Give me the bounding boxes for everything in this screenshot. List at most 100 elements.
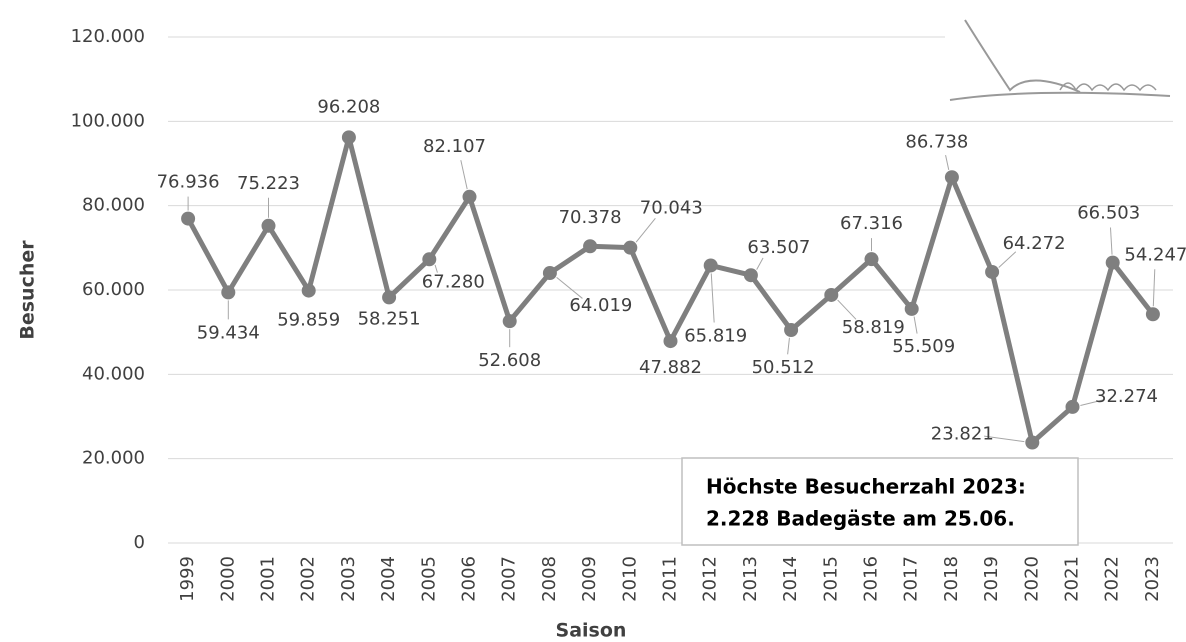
marker [824, 287, 839, 302]
marker [181, 211, 196, 226]
marker [341, 130, 356, 145]
x-tick-label: 2002 [298, 556, 319, 602]
x-tick-label: 2000 [217, 556, 238, 602]
leader-line [460, 160, 468, 190]
marker [743, 268, 758, 283]
marker [301, 283, 316, 298]
x-tick-label: 2001 [258, 556, 279, 602]
marker [382, 290, 397, 305]
leader-line [837, 299, 857, 320]
marker [784, 323, 799, 338]
x-tick-label: 2023 [1142, 556, 1163, 602]
y-tick-label: 120.000 [71, 26, 145, 47]
leader-line [635, 217, 656, 243]
leader-line [756, 257, 764, 270]
data-label: 52.608 [478, 350, 541, 371]
leader-line [913, 316, 918, 334]
data-label: 86.738 [905, 131, 968, 152]
x-tick-label: 2012 [700, 556, 721, 602]
marker [623, 240, 638, 255]
x-tick-label: 2007 [499, 556, 520, 602]
x-tick-label: 2015 [820, 556, 841, 602]
x-tick-label: 2022 [1102, 556, 1123, 602]
data-label: 65.819 [684, 325, 747, 346]
x-tick-label: 2019 [981, 556, 1002, 602]
data-label: 75.223 [237, 173, 300, 194]
x-tick-label: 2014 [780, 556, 801, 602]
data-label: 54.247 [1124, 244, 1186, 265]
marker [1065, 399, 1080, 414]
leader-line [710, 273, 715, 323]
data-label: 50.512 [752, 357, 815, 378]
y-axis-label: Besucher [17, 240, 39, 340]
x-tick-label: 2021 [1062, 556, 1083, 602]
y-tick-label: 60.000 [82, 279, 145, 300]
y-tick-label: 40.000 [82, 363, 145, 384]
leader-line [1152, 269, 1156, 307]
x-tick-label: 2016 [861, 556, 882, 602]
logo-script [1059, 82, 1157, 92]
marker [663, 334, 678, 349]
data-label: 67.280 [422, 271, 485, 292]
marker [1025, 435, 1040, 450]
data-label: 76.936 [157, 172, 220, 193]
x-tick-label: 2018 [941, 556, 962, 602]
data-label: 82.107 [423, 136, 486, 157]
x-tick-label: 2010 [619, 556, 640, 602]
x-tick-label: 2017 [901, 556, 922, 602]
marker [1105, 255, 1120, 270]
y-tick-label: 0 [134, 532, 145, 553]
x-tick-label: 2003 [338, 556, 359, 602]
x-tick-label: 2013 [740, 556, 761, 602]
x-tick-label: 2004 [378, 556, 399, 602]
marker [462, 189, 477, 204]
marker [985, 264, 1000, 279]
data-label: 58.251 [358, 308, 421, 329]
data-label: 70.378 [559, 207, 622, 228]
x-tick-label: 2020 [1021, 556, 1042, 602]
marker [944, 170, 959, 185]
leader-line [1109, 227, 1113, 255]
data-label: 59.434 [197, 322, 260, 343]
annotation-box [681, 457, 1079, 546]
leader-line [945, 155, 950, 171]
leader-line [998, 251, 1017, 268]
data-label: 64.272 [1003, 233, 1066, 254]
y-tick-label: 100.000 [71, 110, 145, 131]
marker [422, 252, 437, 267]
logo-swoosh [949, 19, 1171, 101]
annotation-text: Höchste Besucherzahl 2023: [706, 475, 1026, 499]
logo [945, 10, 1175, 110]
data-label: 96.208 [317, 96, 380, 117]
data-label: 66.503 [1077, 203, 1140, 224]
x-tick-label: 2005 [418, 556, 439, 602]
leader-line [434, 264, 438, 273]
data-label: 59.859 [277, 310, 340, 331]
data-label: 23.821 [931, 424, 994, 445]
data-label: 70.043 [640, 198, 703, 219]
marker [904, 301, 919, 316]
y-tick-label: 20.000 [82, 448, 145, 469]
x-tick-label: 1999 [177, 556, 198, 602]
data-label: 67.316 [840, 213, 903, 234]
data-label: 32.274 [1095, 386, 1158, 407]
leader-line [984, 435, 1025, 443]
x-tick-label: 2011 [660, 556, 681, 602]
leader-line [556, 277, 583, 299]
annotation-text: 2.228 Badegäste am 25.06. [706, 507, 1015, 531]
data-label: 58.819 [842, 317, 905, 338]
x-tick-label: 2009 [579, 556, 600, 602]
marker [864, 252, 879, 267]
marker [261, 218, 276, 233]
marker [703, 258, 718, 273]
y-tick-label: 80.000 [82, 195, 145, 216]
x-tick-label: 2008 [539, 556, 560, 602]
marker [502, 314, 517, 329]
x-axis-label: Saison [556, 620, 627, 642]
data-label: 64.019 [569, 295, 632, 316]
x-tick-label: 2006 [459, 556, 480, 602]
data-label: 63.507 [747, 237, 810, 258]
data-label: 55.509 [892, 336, 955, 357]
marker [542, 266, 557, 281]
